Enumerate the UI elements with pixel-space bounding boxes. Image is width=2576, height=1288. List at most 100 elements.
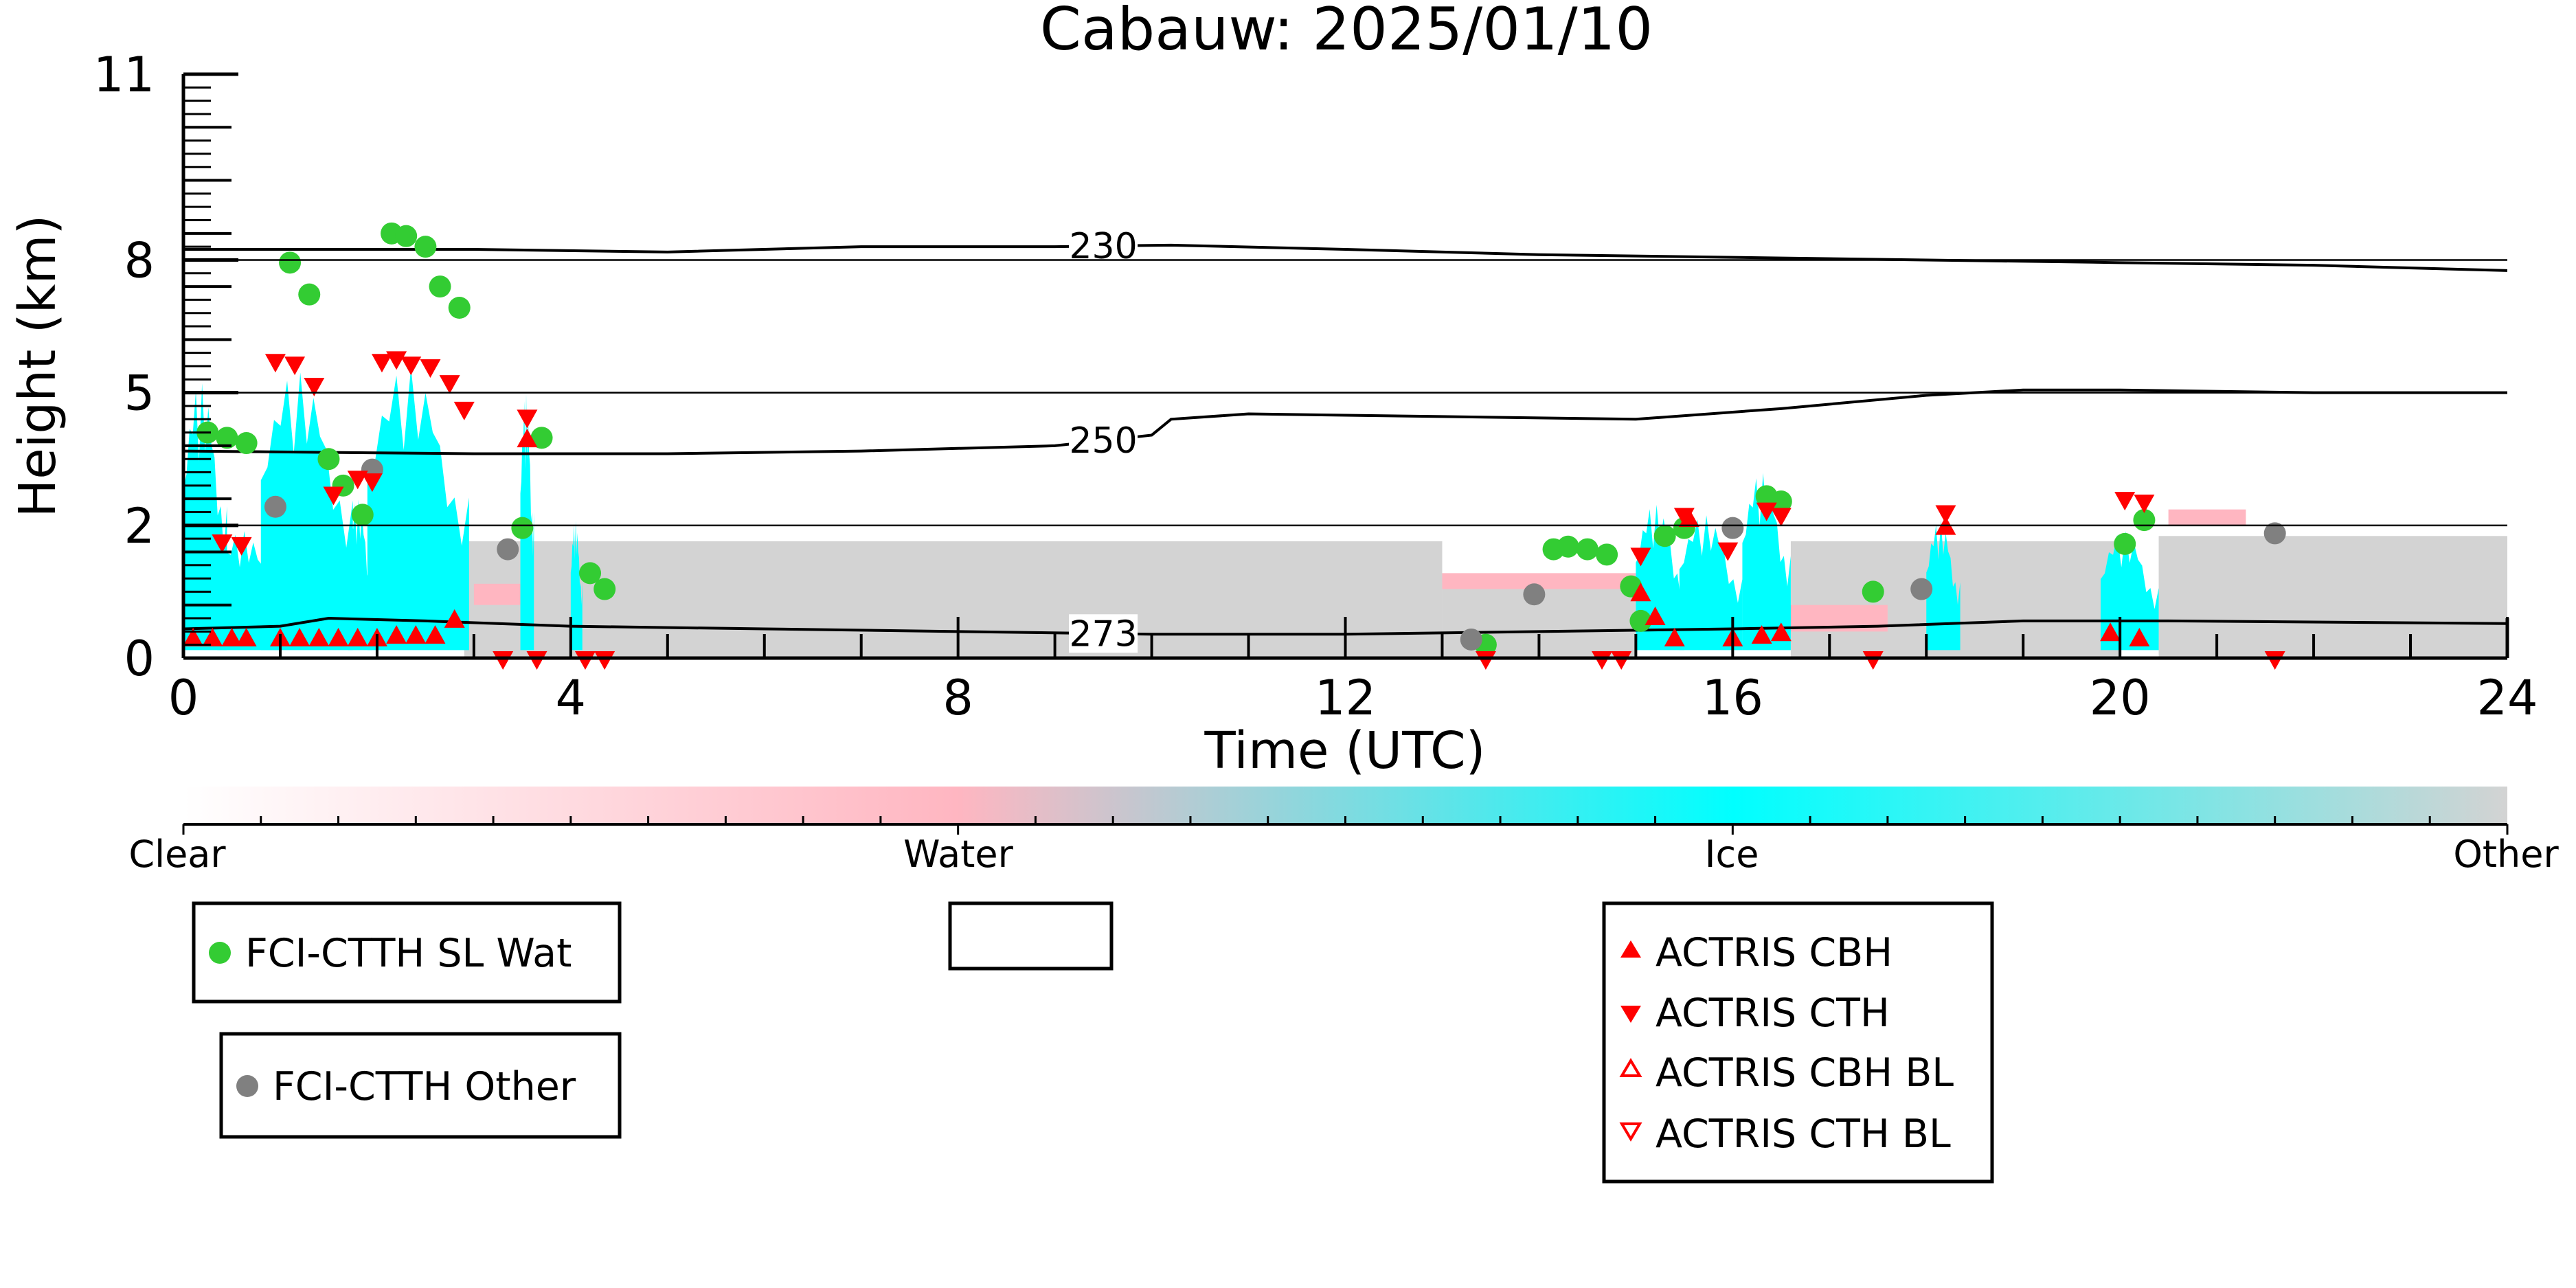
y-axis-label: Height (km) <box>8 215 67 518</box>
point-actris-cth <box>284 357 306 376</box>
point-actris-cbh <box>308 627 330 646</box>
point-actris-cth <box>420 359 441 378</box>
y-tick-label: 5 <box>124 365 155 422</box>
point-actris-cth <box>264 354 286 373</box>
point-actris-cth <box>453 401 475 420</box>
point-actris-cbh <box>328 627 349 646</box>
point-fci-ctth-sl-wat <box>2114 532 2136 555</box>
point-fci-ctth-sl-wat <box>429 275 451 298</box>
point-actris-cth <box>304 378 325 397</box>
contour-label-230: 230 <box>1069 226 1137 267</box>
point-actris-cth <box>212 534 233 553</box>
point-actris-cbh <box>2129 627 2150 646</box>
x-tick-label: 24 <box>2476 670 2538 726</box>
point-fci-ctth-sl-wat <box>594 578 616 600</box>
axes: 0 2 5 8 11 0 4 8 12 16 20 24 <box>93 47 2538 726</box>
x-tick-label: 0 <box>168 670 199 726</box>
point-actris-cth <box>386 351 407 370</box>
contour-line-250 <box>183 388 2507 455</box>
cloud-other-region <box>464 541 1443 658</box>
contour-line-230 <box>183 243 2507 272</box>
legend-marker-cth <box>1620 1006 1641 1023</box>
y-tick-label: 0 <box>124 631 155 687</box>
point-actris-cbh <box>1770 622 1792 642</box>
cloud-water-region <box>1442 573 1636 589</box>
point-actris-cbh <box>183 627 204 646</box>
point-actris-cth <box>347 471 368 490</box>
cloud-ice-region <box>1679 515 1743 651</box>
point-fci-ctth-sl-wat <box>1596 543 1618 566</box>
cloud-ice-region <box>1926 520 1961 651</box>
point-actris-cbh <box>2100 622 2121 642</box>
x-axis-label: Time (UTC) <box>1204 721 1485 780</box>
legend-marker-cth-bl <box>1619 1122 1642 1142</box>
x-tick-label: 16 <box>1702 670 1763 726</box>
cloud-other-region <box>2158 536 2507 658</box>
point-actris-cth <box>594 651 615 670</box>
point-fci-ctth-sl-wat <box>511 517 534 539</box>
point-fci-ctth-other <box>497 538 519 561</box>
point-actris-cbh <box>1630 583 1651 602</box>
x-tick-label: 8 <box>942 670 973 726</box>
point-actris-cbh <box>1645 607 1666 626</box>
cloud-ice-region <box>348 499 372 651</box>
point-actris-cth <box>517 409 538 429</box>
point-fci-ctth-sl-wat <box>1862 580 1884 603</box>
legend-marker-other <box>236 1075 258 1097</box>
point-fci-ctth-sl-wat <box>1653 525 1676 547</box>
legend-label-cth: ACTRIS CTH <box>1656 991 1890 1036</box>
contour-label-273: 273 <box>1069 613 1137 655</box>
point-fci-ctth-sl-wat <box>1770 490 1792 513</box>
point-actris-cth <box>1592 651 1613 670</box>
legend-label-cth-bl: ACTRIS CTH BL <box>1656 1111 1951 1157</box>
point-actris-cth <box>323 486 344 506</box>
point-actris-cth <box>2114 492 2136 511</box>
legend-label-cbh: ACTRIS CBH <box>1656 930 1893 975</box>
point-actris-cbh <box>221 627 242 646</box>
point-fci-ctth-other <box>264 495 286 518</box>
point-actris-cth <box>371 354 392 373</box>
colorbar-ticks <box>182 816 2509 835</box>
point-fci-ctth-sl-wat <box>1557 535 1579 558</box>
point-fci-ctth-sl-wat <box>317 448 340 471</box>
point-actris-cth <box>231 536 252 556</box>
point-actris-cbh <box>1751 625 1772 644</box>
point-actris-cth <box>1673 508 1695 527</box>
chart-title: Cabauw: 2025/01/10 <box>1040 0 1653 64</box>
point-fci-ctth-sl-wat <box>448 297 471 319</box>
legend-label-other: FCI-CTTH Other <box>273 1064 576 1109</box>
cloud-ice-region <box>570 520 583 651</box>
legend-box-empty <box>948 901 1114 971</box>
point-fci-ctth-sl-wat <box>395 225 418 247</box>
point-fci-ctth-other <box>1523 583 1546 606</box>
point-fci-ctth-other <box>1460 628 1482 651</box>
legend-marker-cbh-bl <box>1619 1058 1642 1077</box>
legend-marker-cbh <box>1620 940 1641 958</box>
point-actris-cbh <box>425 625 446 644</box>
point-actris-cth <box>400 357 422 376</box>
point-fci-ctth-sl-wat <box>1576 538 1598 561</box>
point-actris-cbh <box>386 625 407 644</box>
point-actris-cbh <box>1664 627 1685 646</box>
point-actris-cth <box>1862 651 1884 670</box>
temperature-contours: 230 250 273 <box>183 226 2507 655</box>
point-actris-cth <box>361 473 383 493</box>
point-actris-cbh <box>289 627 310 646</box>
legend-box-sl-wat: FCI-CTTH SL Wat <box>192 901 622 1004</box>
x-tick-label: 12 <box>1315 670 1376 726</box>
point-actris-cbh <box>444 609 465 628</box>
contour-label-bg-250 <box>1069 421 1138 460</box>
colorbar-label-ice: Ice <box>1705 833 1759 876</box>
point-fci-ctth-sl-wat <box>530 427 553 449</box>
colorbar: Clear Water Ice Other <box>128 787 2559 876</box>
point-fci-ctth-sl-wat <box>579 562 602 585</box>
contour-label-bg-230 <box>1069 227 1138 266</box>
point-actris-cbh <box>347 627 368 646</box>
point-actris-cth <box>2264 651 2285 670</box>
point-actris-cth <box>439 375 460 394</box>
point-fci-ctth-sl-wat <box>414 236 437 258</box>
point-actris-cth <box>1717 542 1739 561</box>
point-actris-cth <box>1756 502 1777 521</box>
colorbar-label-clear: Clear <box>128 833 226 876</box>
